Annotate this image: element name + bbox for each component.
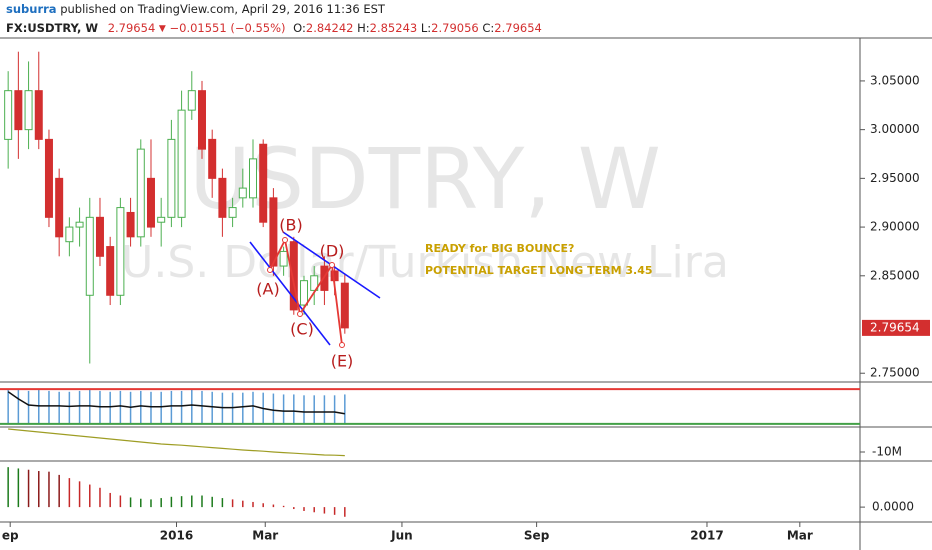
candle-body: [228, 207, 237, 218]
last-price-box: [862, 319, 930, 336]
candle-body: [34, 90, 43, 140]
last: 2.79654: [108, 21, 156, 35]
candle-body: [44, 138, 53, 218]
y-tick-label: -10M: [872, 445, 902, 459]
symbol: FX:USDTRY, W: [6, 21, 98, 35]
c: 2.79654: [494, 21, 542, 35]
candle-body: [300, 280, 309, 306]
candle-body: [167, 138, 176, 218]
candle-body: [65, 226, 74, 243]
x-tick-label: Jun: [390, 529, 413, 543]
candle-body: [136, 148, 145, 238]
candle-body: [218, 177, 227, 218]
candle-body: [4, 90, 13, 140]
change: −0.01551 (−0.55%): [170, 21, 286, 35]
last-price-label: 2.79654: [870, 320, 920, 334]
candle-body: [116, 207, 125, 296]
line: [7, 391, 345, 415]
wave-label: (C): [290, 320, 314, 339]
o: 2.84242: [306, 21, 354, 35]
trendline: [249, 241, 331, 346]
annotation: POTENTIAL TARGET LONG TERM 3.45: [425, 264, 653, 277]
y-tick-label: 2.95000: [870, 171, 920, 185]
l: 2.79056: [431, 21, 479, 35]
watermark: USDTRY, W: [189, 130, 661, 228]
y-tick-label: 3.00000: [870, 122, 920, 136]
candle-body: [126, 211, 135, 238]
published: published on TradingView.com, April 29, …: [60, 2, 386, 16]
candle-body: [55, 177, 64, 238]
candle-body: [289, 241, 298, 311]
candle-body: [14, 90, 23, 131]
candle-body: [177, 109, 186, 218]
l-label: L:: [421, 21, 431, 35]
h: 2.85243: [370, 21, 418, 35]
x-tick-label: ep: [2, 529, 19, 543]
candle-body: [269, 197, 278, 267]
h-label: H:: [357, 21, 370, 35]
wave-label: (B): [279, 216, 302, 235]
watermark-subtitle: U.S. Dollar/Turkish New Lira: [121, 237, 729, 288]
candle-body: [85, 216, 94, 296]
candle-body: [310, 275, 319, 291]
wave-label: (E): [331, 352, 354, 371]
header: suburra published on TradingView.com, Ap…: [6, 2, 386, 16]
wave-point: [329, 262, 335, 268]
wave-label: (A): [256, 280, 279, 299]
x-tick-label: Mar: [252, 529, 278, 543]
quote-line: FX:USDTRY, W 2.79654 ▼ −0.01551 (−0.55%)…: [6, 21, 542, 35]
candle-body: [238, 187, 247, 199]
c-label: C:: [482, 21, 494, 35]
candle-body: [95, 216, 104, 257]
wave-point: [282, 237, 288, 243]
candle-body: [75, 221, 84, 228]
y-tick-label: 2.85000: [870, 268, 920, 282]
candle-body: [208, 138, 217, 179]
wave-label: (D): [320, 242, 345, 261]
candle-body: [249, 158, 258, 199]
candle-body: [146, 177, 155, 228]
y-tick-label: 2.90000: [870, 220, 920, 234]
candle-body: [157, 216, 166, 223]
o-label: O:: [293, 21, 306, 35]
annotation: READY for BIG BOUNCE?: [425, 242, 574, 255]
y-tick-label: 0.0000: [872, 500, 914, 514]
wave-point: [339, 342, 345, 348]
candle-body: [279, 250, 288, 267]
candle-body: [106, 246, 115, 296]
y-tick-label: 2.75000: [870, 366, 920, 380]
line: [8, 428, 345, 457]
wave-point: [267, 267, 273, 273]
candle-body: [187, 90, 196, 111]
x-tick-label: Mar: [787, 529, 813, 543]
down-arrow: ▼: [159, 24, 166, 34]
x-tick-label: 2017: [690, 529, 723, 543]
candle-body: [259, 143, 268, 223]
candle-body: [340, 282, 349, 329]
wave-point: [297, 311, 303, 317]
candle-body: [197, 90, 206, 150]
x-tick-label: 2016: [160, 529, 193, 543]
author[interactable]: suburra: [6, 2, 57, 16]
y-tick-label: 3.05000: [870, 73, 920, 87]
candle-body: [24, 90, 33, 131]
x-tick-label: Sep: [524, 529, 550, 543]
